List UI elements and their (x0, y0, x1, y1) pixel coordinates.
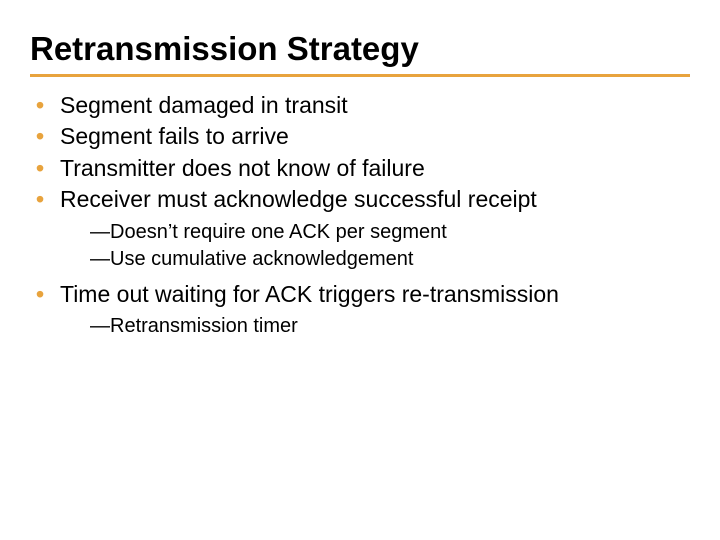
list-item: • Segment fails to arrive (30, 122, 690, 151)
bullet-text: Segment damaged in transit (60, 92, 348, 118)
list-item: • Receiver must acknowledge successful r… (30, 185, 690, 271)
bullet-icon: • (36, 185, 44, 214)
bullet-icon: • (36, 280, 44, 309)
bullet-icon: • (36, 122, 44, 151)
bullet-text: Transmitter does not know of failure (60, 155, 425, 181)
slide-title: Retransmission Strategy (30, 30, 690, 68)
bullet-text: Receiver must acknowledge successful rec… (60, 186, 537, 212)
sub-bullet-text: Doesn’t require one ACK per segment (110, 221, 447, 243)
bullet-icon: • (36, 154, 44, 183)
bullet-text: Time out waiting for ACK triggers re-tra… (60, 281, 559, 307)
sub-bullet-text: Retransmission timer (110, 315, 298, 337)
bullet-icon: • (36, 91, 44, 120)
sub-list-item: — Retransmission timer (90, 313, 690, 339)
slide: Retransmission Strategy • Segment damage… (0, 0, 720, 540)
dash-icon: — (90, 313, 110, 339)
sub-list: — Retransmission timer (90, 313, 690, 339)
title-underline (30, 74, 690, 77)
bullet-list: • Segment damaged in transit • Segment f… (30, 91, 690, 339)
list-item: • Segment damaged in transit (30, 91, 690, 120)
sub-list-item: — Doesn’t require one ACK per segment (90, 219, 690, 245)
sub-list-item: — Use cumulative acknowledgement (90, 246, 690, 272)
sub-bullet-text: Use cumulative acknowledgement (110, 248, 414, 270)
sub-list: — Doesn’t require one ACK per segment — … (90, 219, 690, 272)
list-item: • Time out waiting for ACK triggers re-t… (30, 280, 690, 339)
dash-icon: — (90, 219, 110, 245)
list-item: • Transmitter does not know of failure (30, 154, 690, 183)
bullet-text: Segment fails to arrive (60, 123, 289, 149)
dash-icon: — (90, 246, 110, 272)
